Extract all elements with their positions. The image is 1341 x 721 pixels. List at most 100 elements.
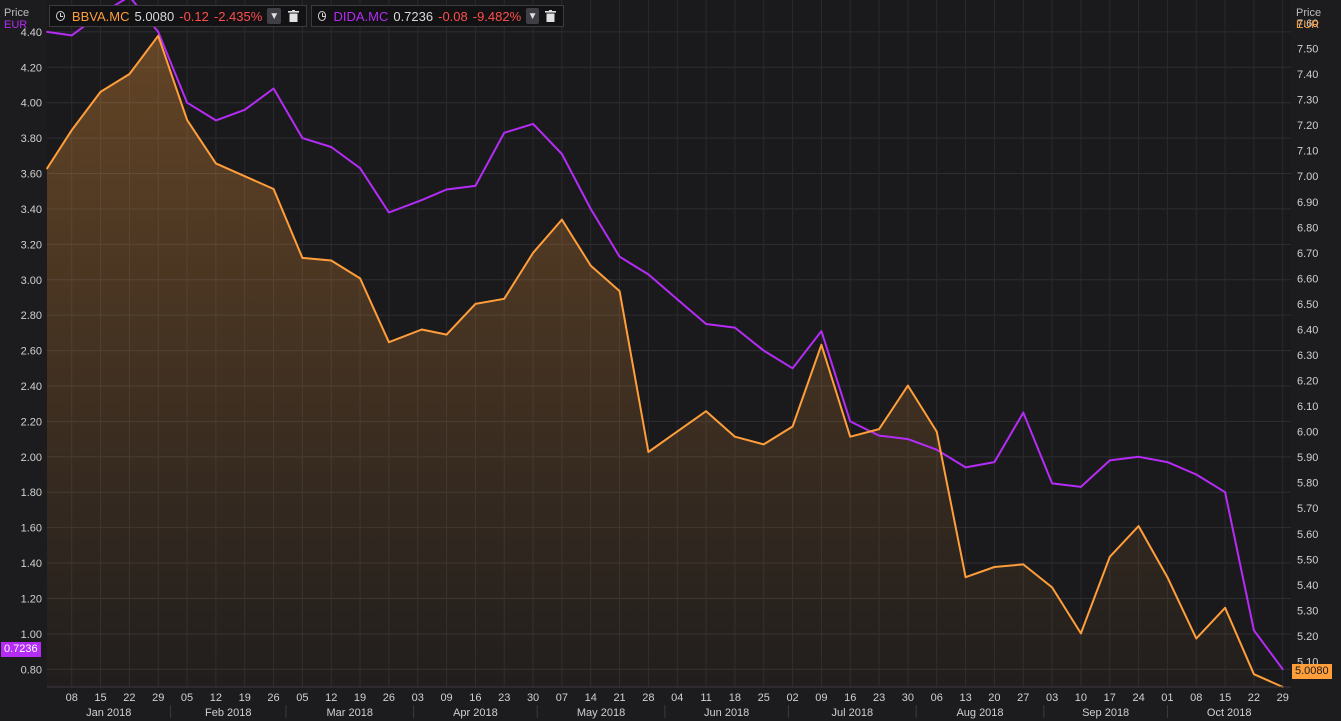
x-tick-label: 03 [412,692,424,704]
series-line[interactable] [46,34,1284,688]
data-point [1195,637,1198,640]
left-tick-label: 1.20 [21,593,42,605]
data-point [676,298,679,301]
left-tick-label: 2.40 [21,381,42,393]
x-axis: 08 15 22 29 05 12 19 26 05 12 19 26 03 09 16 23 30 07 14 21… [47,686,1291,719]
data-point [186,119,188,121]
x-tick-label: 17 [1104,692,1116,704]
x-tick-label: 13 [959,692,971,704]
area-fill [47,35,1283,688]
data-point [1108,555,1111,558]
legend-price: 0.7236 [393,8,434,24]
data-point [1051,482,1053,485]
data-point [1253,629,1255,632]
right-tick-label: 7.00 [1297,171,1318,183]
series-bbva-mc[interactable] [46,34,1284,688]
x-tick-label: 12 [325,692,337,704]
data-point [1108,459,1111,462]
left-tick-label: 4.40 [21,27,42,39]
right-tick-label: 6.90 [1297,197,1318,209]
x-tick-label: 12 [210,692,222,704]
data-point [849,435,852,438]
x-tick-label: 15 [94,692,106,704]
data-point [214,119,217,122]
trash-icon[interactable] [286,8,300,24]
left-tick-label: 4.00 [21,98,42,110]
data-point [272,87,275,90]
data-point [820,343,823,346]
x-tick-label: 20 [988,692,1000,704]
right-tick-label: 5.40 [1297,580,1318,592]
data-point [1166,461,1169,464]
clock-icon [318,11,327,21]
x-tick-label: 28 [642,692,654,704]
data-point [734,326,736,329]
right-tick-label: 6.00 [1297,427,1318,439]
chevron-down-icon[interactable]: ▼ [526,8,540,24]
x-tick-label: 08 [1190,692,1202,704]
data-point [734,435,736,438]
left-tick-label: 2.00 [21,452,42,464]
data-point [762,443,765,446]
left-tick-label: 1.60 [21,523,42,535]
bbva-area-fill [47,35,1283,688]
data-point [70,34,73,37]
x-tick-label: 03 [1046,692,1058,704]
right-tick-label: 7.10 [1297,146,1318,158]
trash-icon[interactable] [544,8,557,24]
x-month-label: Jul 2018 [832,707,874,719]
data-point [1137,455,1140,458]
data-point [762,349,765,352]
data-point [993,566,996,568]
left-axis: 4.40 4.20 4.00 3.80 3.60 3.40 3.20 3.00 2.80 2.60… [21,27,42,676]
right-tick-label: 6.30 [1297,350,1318,362]
data-point [1022,411,1025,414]
data-point [878,428,880,430]
data-point [1080,486,1082,488]
data-point [214,162,217,165]
chevron-down-icon[interactable]: ▼ [267,8,282,24]
data-point [589,208,592,210]
x-tick-label: 14 [585,692,597,704]
data-point [849,420,852,423]
x-month-label: Mar 2018 [327,707,373,719]
data-point [359,277,361,280]
x-tick-label: 01 [1161,692,1173,704]
x-tick-label: 19 [354,692,366,704]
right-tick-label: 6.70 [1297,248,1318,260]
data-point [791,367,794,370]
data-point [301,137,304,140]
legend-ticker[interactable]: BBVA.MC [71,8,130,24]
left-tick-label: 3.00 [21,275,42,287]
data-point [503,297,506,300]
data-point [907,384,909,387]
data-point [935,430,938,433]
right-tick-label: 7.60 [1297,18,1318,30]
left-tick-label: 3.40 [21,204,42,216]
series-dida-mc[interactable] [46,0,1284,671]
legend-bbva[interactable]: BBVA.MC 5.0080 -0.12 -2.435% ▼ [49,5,307,27]
data-point [99,91,102,93]
right-tick-label: 6.50 [1297,299,1318,311]
data-point [878,434,880,437]
x-tick-label: 16 [469,692,481,704]
data-point [964,576,967,579]
x-month-label: Sep 2018 [1082,707,1129,719]
right-tick-label: 7.30 [1297,95,1318,107]
left-last-value-tag: 0.7236 [1,642,41,657]
legend-ticker[interactable]: DIDA.MC [333,8,389,24]
left-tick-label: 1.80 [21,487,42,499]
x-tick-label: 08 [66,692,78,704]
series-line[interactable] [46,0,1284,670]
data-point [272,188,275,190]
legend-dida[interactable]: DIDA.MC 0.7236 -0.08 -9.482% ▼ [311,5,564,27]
left-tick-label: 0.80 [21,664,42,676]
right-tick-label: 5.20 [1297,631,1318,643]
x-tick-label: 06 [931,692,943,704]
data-point [1253,673,1255,676]
right-tick-label: 6.10 [1297,401,1318,413]
x-tick-label: 19 [239,692,251,704]
data-point [618,255,621,258]
right-tick-label: 5.50 [1297,554,1318,566]
